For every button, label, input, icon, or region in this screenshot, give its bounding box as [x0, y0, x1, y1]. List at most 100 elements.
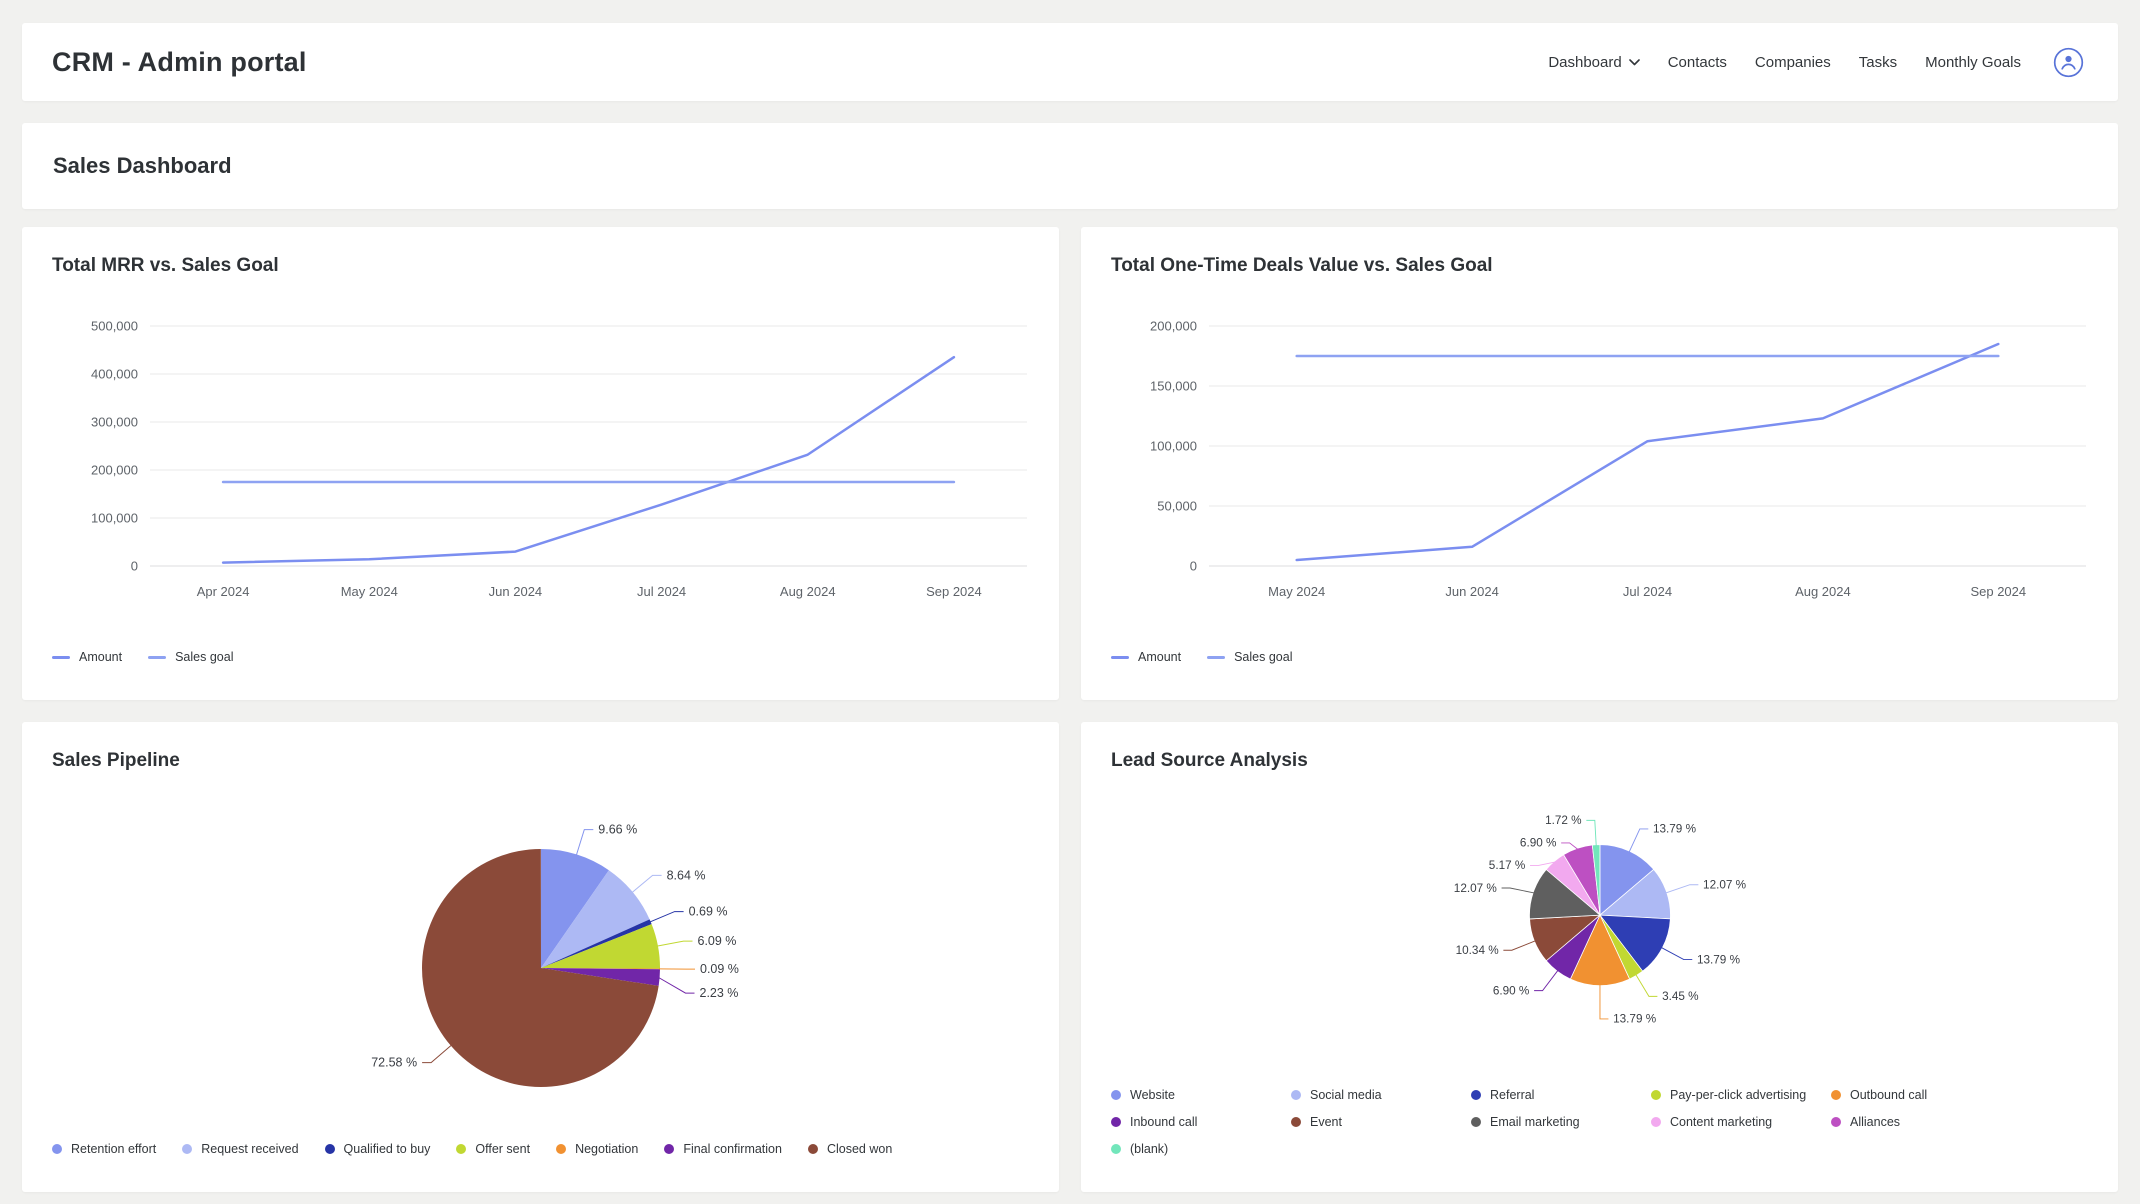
legend-label: Website — [1130, 1088, 1175, 1102]
label-leader-line — [657, 941, 693, 946]
legend-marker — [325, 1144, 335, 1154]
pie-percent-label: 1.72 % — [1545, 814, 1582, 827]
nav-item-label: Contacts — [1668, 54, 1727, 71]
legend-label: Outbound call — [1850, 1088, 1927, 1102]
legend-item-inbound-call[interactable]: Inbound call — [1111, 1115, 1291, 1129]
y-axis-label: 100,000 — [91, 511, 138, 526]
nav-item-contacts[interactable]: Contacts — [1668, 54, 1727, 71]
label-leader-line — [1666, 885, 1699, 893]
legend-item-blank[interactable]: (blank) — [1111, 1142, 1291, 1156]
legend-item-retention-effort[interactable]: Retention effort — [52, 1142, 156, 1156]
legend-item-email-marketing[interactable]: Email marketing — [1471, 1115, 1651, 1129]
page-title: Sales Dashboard — [53, 153, 232, 179]
label-leader-line — [1503, 941, 1535, 950]
legend-label: Retention effort — [71, 1142, 156, 1156]
legend-marker — [1291, 1117, 1301, 1127]
legend-item-final-confirmation[interactable]: Final confirmation — [664, 1142, 782, 1156]
chart-title: Total MRR vs. Sales Goal — [52, 255, 1029, 277]
legend-item-pay-per-click-advertising[interactable]: Pay-per-click advertising — [1651, 1088, 1831, 1102]
pie-percent-label: 6.90 % — [1520, 837, 1557, 850]
pie-percent-label: 10.34 % — [1456, 944, 1500, 957]
line-chart-total-mrr-vs-sales-goal: 0100,000200,000300,000400,000500,000Apr … — [52, 311, 1029, 611]
pie-percent-label: 5.17 % — [1489, 859, 1526, 872]
chart-title: Sales Pipeline — [52, 750, 1029, 772]
legend-item-qualified-to-buy[interactable]: Qualified to buy — [325, 1142, 431, 1156]
user-menu-button[interactable] — [2053, 47, 2084, 78]
pie-percent-label: 13.79 % — [1653, 823, 1697, 836]
nav-item-companies[interactable]: Companies — [1755, 54, 1831, 71]
main-nav: Dashboard Contacts Companies Tasks Monthly G… — [1548, 47, 2084, 78]
legend-marker — [556, 1144, 566, 1154]
legend-item-referral[interactable]: Referral — [1471, 1088, 1651, 1102]
legend-label: Sales goal — [1234, 650, 1292, 664]
legend-marker — [1111, 1090, 1121, 1100]
legend-item-sales-goal[interactable]: Sales goal — [1207, 650, 1292, 664]
cards-row-top: Total MRR vs. Sales Goal0100,000200,0003… — [22, 227, 2118, 700]
legend-item-website[interactable]: Website — [1111, 1088, 1291, 1102]
label-leader-line — [659, 978, 695, 994]
nav-item-dashboard[interactable]: Dashboard — [1548, 54, 1639, 71]
legend-item-negotiation[interactable]: Negotiation — [556, 1142, 638, 1156]
legend-marker — [1111, 1117, 1121, 1127]
x-axis-label: Sep 2024 — [926, 584, 982, 599]
x-axis-label: Aug 2024 — [1795, 584, 1851, 599]
user-avatar-icon — [2053, 47, 2084, 78]
y-axis-label: 0 — [131, 559, 138, 574]
legend-marker — [664, 1144, 674, 1154]
legend-label: Referral — [1490, 1088, 1534, 1102]
legend-item-social-media[interactable]: Social media — [1291, 1088, 1471, 1102]
pie-chart-lead-source-analysis: 13.79 %12.07 %13.79 %3.45 %13.79 %6.90 %… — [1111, 776, 2088, 1088]
legend-item-alliances[interactable]: Alliances — [1831, 1115, 2011, 1129]
label-leader-line — [576, 830, 593, 856]
pie-percent-label: 72.58 % — [371, 1056, 417, 1070]
x-axis-label: Sep 2024 — [1970, 584, 2026, 599]
label-leader-line — [1661, 948, 1692, 960]
series-line-amount — [1297, 344, 1999, 560]
legend-marker — [1291, 1090, 1301, 1100]
legend-label: Email marketing — [1490, 1115, 1580, 1129]
y-axis-label: 500,000 — [91, 319, 138, 334]
legend-item-amount[interactable]: Amount — [1111, 650, 1181, 664]
chart-legend: Amount Sales goal — [52, 650, 1029, 664]
legend-item-amount[interactable]: Amount — [52, 650, 122, 664]
app-header: CRM - Admin portal Dashboard Contacts Comp… — [22, 23, 2118, 101]
legend-marker — [456, 1144, 466, 1154]
y-axis-label: 100,000 — [1150, 439, 1197, 454]
x-axis-label: Apr 2024 — [197, 584, 250, 599]
x-axis-label: May 2024 — [341, 584, 398, 599]
legend-item-closed-won[interactable]: Closed won — [808, 1142, 892, 1156]
legend-label: Offer sent — [475, 1142, 530, 1156]
pie-percent-label: 0.69 % — [689, 905, 728, 919]
nav-item-label: Monthly Goals — [1925, 54, 2021, 71]
nav-item-monthly-goals[interactable]: Monthly Goals — [1925, 54, 2021, 71]
legend-item-outbound-call[interactable]: Outbound call — [1831, 1088, 2011, 1102]
pie-chart-sales-pipeline: 9.66 %8.64 %0.69 %6.09 %0.09 %2.23 %72.5… — [52, 776, 1029, 1108]
legend-label: Final confirmation — [683, 1142, 782, 1156]
pie-percent-label: 9.66 % — [598, 823, 637, 837]
nav-item-tasks[interactable]: Tasks — [1859, 54, 1897, 71]
x-axis-label: Jul 2024 — [637, 584, 686, 599]
legend-item-offer-sent[interactable]: Offer sent — [456, 1142, 530, 1156]
legend-label: Negotiation — [575, 1142, 638, 1156]
legend-item-content-marketing[interactable]: Content marketing — [1651, 1115, 1831, 1129]
legend-item-event[interactable]: Event — [1291, 1115, 1471, 1129]
nav-item-label: Companies — [1755, 54, 1831, 71]
card-total-one-time-deals-value-vs-sales-goal: Total One-Time Deals Value vs. Sales Goa… — [1081, 227, 2118, 700]
label-leader-line — [422, 1045, 452, 1063]
legend-item-request-received[interactable]: Request received — [182, 1142, 298, 1156]
x-axis-label: May 2024 — [1268, 584, 1325, 599]
legend-label: Inbound call — [1130, 1115, 1197, 1129]
label-leader-line — [1534, 970, 1558, 990]
legend-label: Closed won — [827, 1142, 892, 1156]
y-axis-label: 200,000 — [1150, 319, 1197, 334]
legend-label: Social media — [1310, 1088, 1382, 1102]
label-leader-line — [650, 912, 684, 923]
pie-percent-label: 3.45 % — [1662, 990, 1699, 1003]
app-title: CRM - Admin portal — [52, 47, 307, 78]
legend-label: Sales goal — [175, 650, 233, 664]
x-axis-label: Aug 2024 — [780, 584, 836, 599]
card-total-mrr-vs-sales-goal: Total MRR vs. Sales Goal0100,000200,0003… — [22, 227, 1059, 700]
legend-item-sales-goal[interactable]: Sales goal — [148, 650, 233, 664]
pie-percent-label: 8.64 % — [667, 868, 706, 882]
legend-marker — [52, 656, 70, 659]
